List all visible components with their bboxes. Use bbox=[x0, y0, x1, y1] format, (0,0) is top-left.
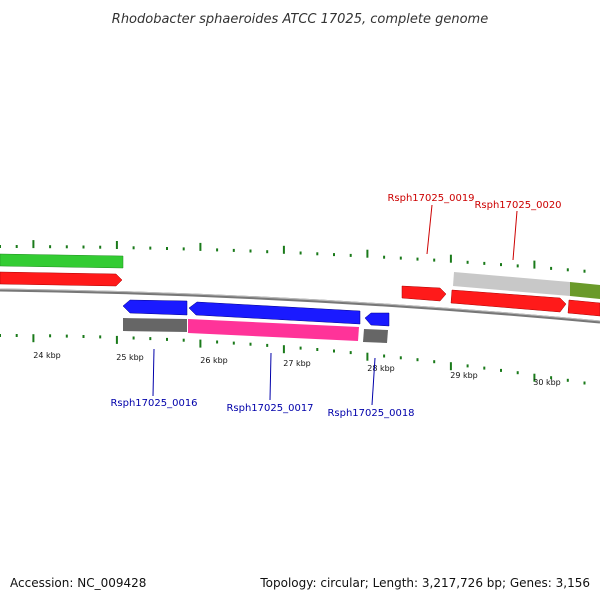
gene-labels: Rsph17025_0016 Rsph17025_0017 Rsph17025_… bbox=[110, 193, 561, 419]
tick-label-27: 27 kbp bbox=[283, 359, 311, 368]
leader-line-0017 bbox=[269, 352, 272, 401]
gene-rsph17025-0019[interactable] bbox=[401, 285, 447, 302]
gene-rsph17025-0016-cds bbox=[123, 318, 187, 332]
lower-tick-row bbox=[0, 334, 586, 385]
gene-rsph17025-0020[interactable] bbox=[450, 272, 600, 313]
accession-text: Accession: NC_009428 bbox=[10, 576, 147, 590]
gene-label-0017[interactable]: Rsph17025_0017 bbox=[226, 403, 313, 414]
tick-label-29: 29 kbp bbox=[450, 371, 478, 380]
tick-label-24: 24 kbp bbox=[33, 351, 61, 360]
tick-label-30: 30 kbp bbox=[533, 378, 561, 387]
gene-rsph17025-0020-arrow bbox=[450, 289, 567, 313]
green-feature-left[interactable] bbox=[0, 253, 124, 269]
gene-label-0020[interactable]: Rsph17025_0020 bbox=[474, 200, 561, 211]
gene-rsph17025-0016[interactable] bbox=[122, 299, 188, 332]
tick-label-26: 26 kbp bbox=[200, 356, 228, 365]
gene-rsph17025-0018[interactable] bbox=[363, 312, 390, 343]
gene-rsph17025-0016-arrow bbox=[122, 299, 188, 316]
forward-gene-right-edge[interactable] bbox=[567, 299, 600, 317]
tick-label-25: 25 kbp bbox=[116, 353, 144, 362]
gene-rsph17025-0020-cds-gray bbox=[453, 272, 570, 296]
genome-backbone bbox=[0, 288, 600, 324]
tick-label-28: 28 kbp bbox=[367, 364, 395, 373]
gene-rsph17025-0019-arrow bbox=[401, 285, 447, 302]
gene-rsph17025-0017-cds bbox=[188, 319, 359, 341]
leader-line-0020 bbox=[512, 210, 518, 261]
leader-line-0016 bbox=[152, 348, 155, 397]
leader-line-0018 bbox=[371, 357, 376, 406]
tick-labels: 24 kbp 25 kbp 26 kbp 27 kbp 28 kbp 29 kb… bbox=[33, 351, 561, 387]
gene-rsph17025-0017[interactable] bbox=[188, 301, 361, 341]
gene-rsph17025-0018-cds bbox=[363, 329, 388, 343]
genome-summary-text: Topology: circular; Length: 3,217,726 bp… bbox=[260, 576, 590, 590]
gene-label-0019[interactable]: Rsph17025_0019 bbox=[387, 193, 474, 204]
genome-backbone-highlight bbox=[0, 288, 600, 322]
leader-line-0019 bbox=[426, 204, 433, 255]
forward-gene-left[interactable] bbox=[0, 271, 123, 287]
genome-title: Rhodobacter sphaeroides ATCC 17025, comp… bbox=[112, 12, 488, 27]
gene-label-0016[interactable]: Rsph17025_0016 bbox=[110, 398, 197, 409]
upper-tick-row bbox=[0, 240, 586, 273]
gene-label-0018[interactable]: Rsph17025_0018 bbox=[327, 408, 414, 419]
gene-rsph17025-0017-arrow bbox=[188, 301, 361, 325]
gene-rsph17025-0018-arrow bbox=[364, 312, 390, 327]
gene-rsph17025-0020-cds-olive bbox=[570, 282, 600, 299]
